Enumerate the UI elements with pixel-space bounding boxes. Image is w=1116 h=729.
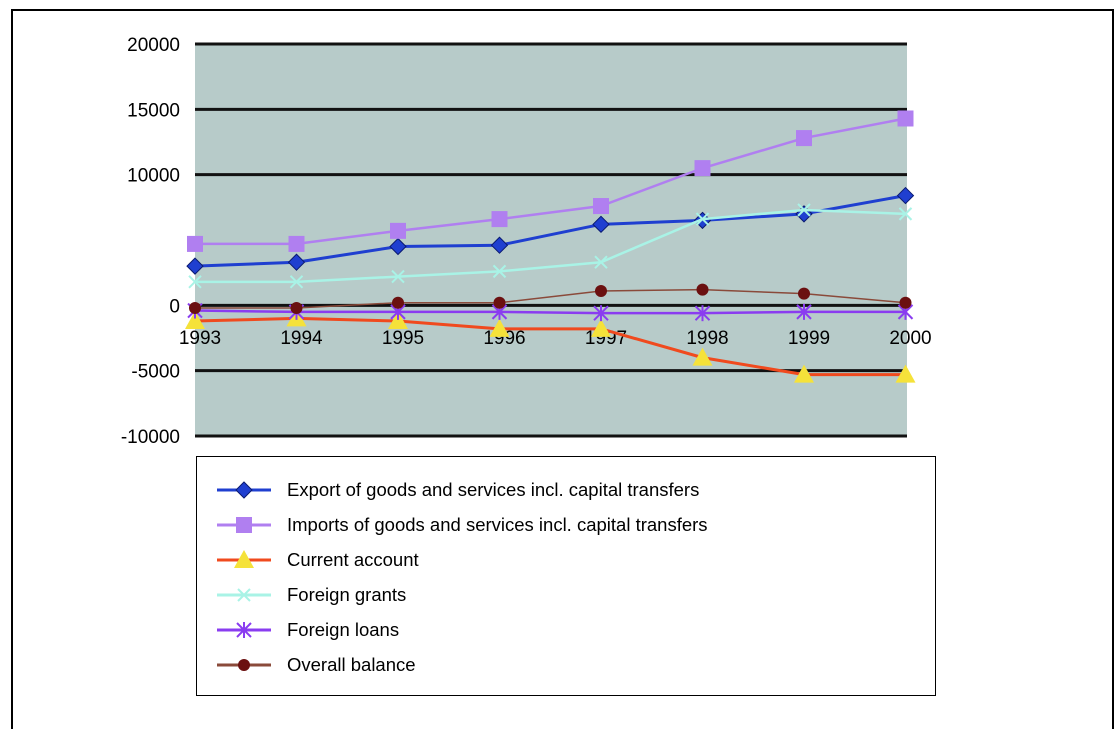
legend-item: Export of goods and services incl. capit… [215, 475, 699, 505]
legend-marker [237, 588, 251, 602]
data-point [895, 364, 916, 383]
x-tick-label: 1998 [686, 328, 728, 349]
data-point [797, 203, 811, 217]
data-point [794, 364, 814, 383]
series-line [195, 117, 906, 246]
data-point [185, 311, 205, 330]
legend-marker [235, 481, 253, 499]
data-point [189, 301, 201, 314]
data-point [490, 236, 509, 254]
data-point [388, 311, 408, 330]
data-point [188, 275, 202, 289]
data-point [391, 269, 405, 284]
data-point [591, 318, 611, 337]
data-point [392, 296, 404, 309]
x-tick-label: 2000 [889, 328, 931, 349]
data-point [287, 253, 306, 271]
legend-item: Foreign grants [215, 580, 406, 610]
y-tick-label: -5000 [131, 362, 180, 383]
data-point [897, 110, 914, 127]
data-point [187, 235, 203, 252]
data-point [798, 287, 810, 300]
legend-label: Current account [287, 549, 419, 570]
legend-label: Export of goods and services incl. capit… [287, 479, 700, 500]
data-point [186, 257, 204, 275]
data-point [593, 305, 609, 322]
legend-label: Foreign grants [287, 584, 407, 605]
figure-frame [11, 9, 1114, 729]
series-line [194, 309, 906, 315]
data-point [592, 215, 610, 234]
data-point [896, 186, 915, 205]
legend-item: Imports of goods and services incl. capi… [215, 510, 708, 540]
legend-label: Imports of goods and services incl. capi… [287, 514, 708, 535]
data-point [593, 198, 609, 215]
data-point [694, 160, 711, 177]
series-line [195, 208, 906, 284]
data-point [692, 347, 713, 366]
y-tick-label: -10000 [121, 427, 180, 448]
legend-swatch [217, 517, 271, 533]
legend-swatch [217, 659, 271, 671]
legend-swatch [217, 622, 271, 638]
data-point [389, 237, 407, 256]
series-line [194, 316, 906, 377]
data-point [694, 305, 711, 322]
legend-swatch [217, 481, 271, 499]
legend-label: Foreign loans [287, 619, 400, 640]
data-point [595, 284, 607, 297]
data-point [289, 275, 304, 289]
series-line [195, 288, 906, 309]
data-point [491, 211, 508, 228]
legend-swatch [217, 550, 271, 568]
legend-item: Foreign loans [215, 615, 399, 645]
legend-marker [236, 517, 252, 533]
data-point [492, 264, 507, 279]
x-tick-label: 1995 [382, 328, 424, 349]
data-point [898, 207, 913, 221]
data-point [493, 296, 506, 309]
data-point [594, 255, 608, 269]
legend-item: Current account [215, 545, 419, 575]
series-line [194, 194, 906, 268]
data-point [796, 303, 812, 320]
data-point [290, 301, 303, 314]
data-point [489, 318, 510, 337]
data-point [695, 212, 710, 226]
y-tick-label: 10000 [127, 166, 180, 187]
data-point [796, 130, 812, 147]
x-tick-label: 1994 [280, 328, 323, 349]
x-tick-label: 1993 [179, 328, 221, 349]
legend-swatch [217, 588, 271, 602]
data-point [390, 222, 406, 239]
y-tick-label: 20000 [127, 35, 180, 56]
data-point [899, 296, 912, 309]
chart-legend: Export of goods and services incl. capit… [196, 456, 936, 696]
legend-marker [234, 550, 254, 568]
data-point [288, 235, 305, 252]
y-tick-label: 0 [169, 296, 180, 317]
legend-marker [238, 659, 250, 671]
legend-item: Overall balance [215, 650, 416, 680]
legend-marker [236, 622, 252, 638]
legend-label: Overall balance [287, 654, 416, 675]
data-point [696, 283, 709, 296]
x-tick-label: 1999 [788, 328, 830, 349]
y-tick-label: 15000 [127, 100, 180, 121]
